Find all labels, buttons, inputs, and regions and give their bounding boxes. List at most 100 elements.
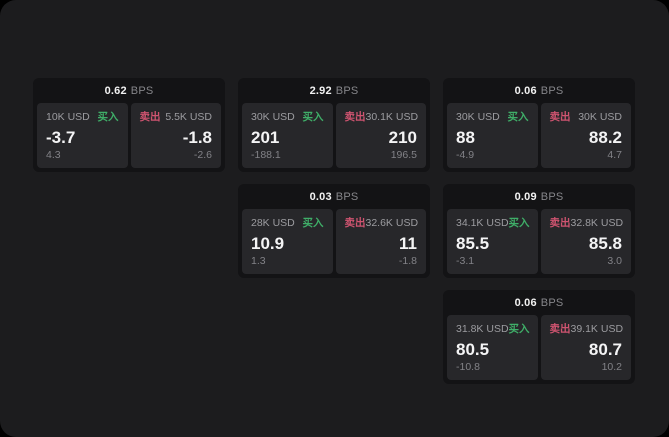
sell-amount-label: 30K USD: [578, 111, 622, 123]
bps-unit-label: BPS: [540, 296, 564, 309]
buy-panel[interactable]: 30K USD 买入 201 -188.1: [242, 103, 333, 168]
sell-panel-top: 卖出 39.1K USD: [549, 323, 624, 335]
sell-panel-top: 卖出 5.5K USD: [140, 111, 213, 123]
sell-panel[interactable]: 卖出 32.8K USD 85.8 3.0: [540, 209, 631, 274]
sell-price-value: 11: [399, 234, 417, 253]
buy-panel-top: 30K USD 买入: [251, 111, 324, 123]
sell-amount-label: 30.1K USD: [365, 111, 419, 123]
sell-panel[interactable]: 卖出 39.1K USD 80.7 10.2: [540, 315, 631, 380]
quote-panels: 30K USD 买入 88 -4.9 卖出 30K USD 88.2 4.7: [443, 103, 635, 172]
bps-spread-value: 2.92: [309, 84, 332, 97]
card-header: 0.62 BPS: [33, 78, 225, 103]
quote-panels: 10K USD 买入 -3.7 4.3 卖出 5.5K USD -1.8 -2.…: [33, 103, 225, 172]
sell-sub-value: -1.8: [398, 255, 417, 267]
card-header: 0.06 BPS: [443, 290, 635, 315]
buy-sub-value: -4.9: [456, 149, 475, 161]
card-header: 2.92 BPS: [238, 78, 430, 103]
quote-card[interactable]: 0.62 BPS 10K USD 买入 -3.7 4.3 卖出 5.5K USD…: [33, 78, 225, 172]
sell-price-value: 80.7: [588, 340, 622, 359]
buy-panel-top: 10K USD 买入: [46, 111, 119, 123]
sell-sub-value: 4.7: [607, 149, 622, 161]
sell-amount-label: 32.6K USD: [365, 217, 419, 229]
card-header: 0.06 BPS: [443, 78, 635, 103]
sell-price-value: 210: [388, 128, 417, 147]
quote-panels: 34.1K USD 买入 85.5 -3.1 卖出 32.8K USD 85.8…: [443, 209, 635, 278]
buy-panel[interactable]: 34.1K USD 买入 85.5 -3.1: [447, 209, 538, 274]
buy-price-value: -3.7: [46, 128, 76, 147]
buy-price-value: 85.5: [456, 234, 490, 253]
buy-panel[interactable]: 31.8K USD 买入 80.5 -10.8: [447, 315, 538, 380]
quote-panels: 31.8K USD 买入 80.5 -10.8 卖出 39.1K USD 80.…: [443, 315, 635, 384]
buy-price-value: 80.5: [456, 340, 490, 359]
sell-price-value: 88.2: [588, 128, 622, 147]
sell-side-badge: 卖出: [549, 217, 571, 229]
bps-unit-label: BPS: [540, 190, 564, 203]
sell-amount-label: 5.5K USD: [165, 111, 212, 123]
bps-unit-label: BPS: [335, 190, 359, 203]
sell-panel-top: 卖出 32.6K USD: [344, 217, 419, 229]
bps-unit-label: BPS: [335, 84, 359, 97]
buy-amount-label: 28K USD: [251, 217, 295, 229]
buy-sub-value: 4.3: [46, 149, 61, 161]
sell-side-badge: 卖出: [344, 111, 366, 123]
sell-sub-value: -2.6: [193, 149, 212, 161]
buy-amount-label: 34.1K USD: [456, 217, 509, 229]
buy-amount-label: 30K USD: [456, 111, 500, 123]
sell-panel[interactable]: 卖出 30.1K USD 210 196.5: [335, 103, 426, 168]
buy-panel-top: 31.8K USD 买入: [456, 323, 530, 335]
sell-sub-value: 10.2: [601, 361, 622, 373]
sell-panel[interactable]: 卖出 30K USD 88.2 4.7: [540, 103, 631, 168]
buy-amount-label: 10K USD: [46, 111, 90, 123]
card-header: 0.03 BPS: [238, 184, 430, 209]
sell-panel-top: 卖出 32.8K USD: [549, 217, 624, 229]
buy-side-badge: 买入: [507, 111, 529, 123]
bps-spread-value: 0.06: [514, 296, 537, 309]
quote-panels: 30K USD 买入 201 -188.1 卖出 30.1K USD 210 1…: [238, 103, 430, 172]
buy-amount-label: 30K USD: [251, 111, 295, 123]
buy-panel[interactable]: 28K USD 买入 10.9 1.3: [242, 209, 333, 274]
sell-panel-top: 卖出 30.1K USD: [344, 111, 419, 123]
sell-price-value: -1.8: [182, 128, 212, 147]
buy-panel[interactable]: 10K USD 买入 -3.7 4.3: [37, 103, 128, 168]
quote-card[interactable]: 2.92 BPS 30K USD 买入 201 -188.1 卖出 30.1K …: [238, 78, 430, 172]
buy-sub-value: -3.1: [456, 255, 475, 267]
bps-spread-value: 0.62: [104, 84, 127, 97]
sell-side-badge: 卖出: [549, 323, 571, 335]
buy-panel-top: 34.1K USD 买入: [456, 217, 530, 229]
buy-side-badge: 买入: [302, 111, 324, 123]
bps-spread-value: 0.06: [514, 84, 537, 97]
bps-spread-value: 0.09: [514, 190, 537, 203]
sell-panel[interactable]: 卖出 32.6K USD 11 -1.8: [335, 209, 426, 274]
buy-side-badge: 买入: [302, 217, 324, 229]
quote-card[interactable]: 0.06 BPS 30K USD 买入 88 -4.9 卖出 30K USD 8…: [443, 78, 635, 172]
sell-side-badge: 卖出: [344, 217, 366, 229]
bps-unit-label: BPS: [130, 84, 154, 97]
quote-grid: 0.62 BPS 10K USD 买入 -3.7 4.3 卖出 5.5K USD…: [33, 78, 635, 384]
buy-price-value: 10.9: [251, 234, 285, 253]
buy-sub-value: -10.8: [456, 361, 480, 373]
buy-side-badge: 买入: [508, 323, 530, 335]
quote-card[interactable]: 0.06 BPS 31.8K USD 买入 80.5 -10.8 卖出 39.1…: [443, 290, 635, 384]
sell-amount-label: 32.8K USD: [570, 217, 624, 229]
buy-side-badge: 买入: [97, 111, 119, 123]
sell-panel[interactable]: 卖出 5.5K USD -1.8 -2.6: [130, 103, 221, 168]
buy-price-value: 201: [251, 128, 280, 147]
buy-sub-value: -188.1: [251, 149, 281, 161]
sell-side-badge: 卖出: [139, 111, 161, 123]
buy-side-badge: 买入: [508, 217, 530, 229]
quote-card[interactable]: 0.09 BPS 34.1K USD 买入 85.5 -3.1 卖出 32.8K…: [443, 184, 635, 278]
buy-price-value: 88: [456, 128, 475, 147]
sell-side-badge: 卖出: [549, 111, 571, 123]
quote-card[interactable]: 0.03 BPS 28K USD 买入 10.9 1.3 卖出 32.6K US…: [238, 184, 430, 278]
buy-panel[interactable]: 30K USD 买入 88 -4.9: [447, 103, 538, 168]
buy-sub-value: 1.3: [251, 255, 266, 267]
sell-amount-label: 39.1K USD: [570, 323, 624, 335]
sell-panel-top: 卖出 30K USD: [550, 111, 623, 123]
buy-panel-top: 30K USD 买入: [456, 111, 529, 123]
bps-unit-label: BPS: [540, 84, 564, 97]
sell-sub-value: 3.0: [607, 255, 622, 267]
quote-panels: 28K USD 买入 10.9 1.3 卖出 32.6K USD 11 -1.8: [238, 209, 430, 278]
card-header: 0.09 BPS: [443, 184, 635, 209]
bps-spread-value: 0.03: [309, 190, 332, 203]
